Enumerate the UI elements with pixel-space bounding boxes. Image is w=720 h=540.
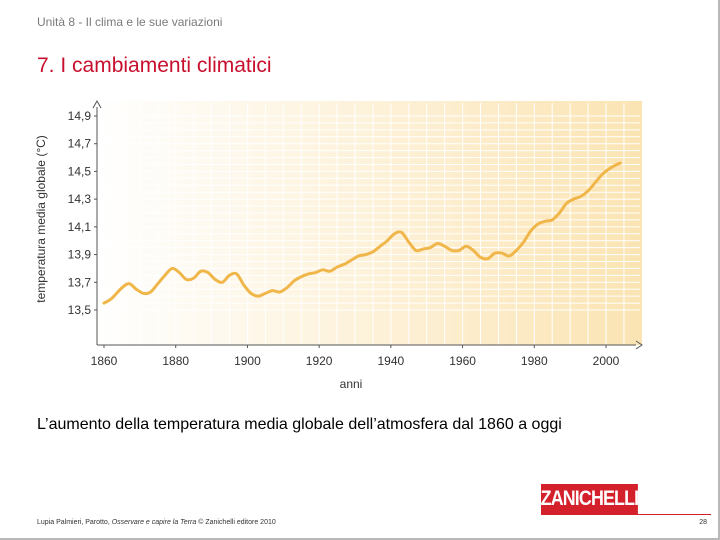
y-axis-title: temperatura media globale (°C) <box>34 135 48 303</box>
y-tick-label: 14,1 <box>68 220 92 234</box>
logo-underline <box>541 514 711 515</box>
y-tick-label: 13,5 <box>68 303 92 317</box>
zanichelli-logo: ZANICHELLI <box>541 484 639 514</box>
slide-caption: L’aumento della temperatura media global… <box>37 416 562 433</box>
y-tick-label: 14,9 <box>68 109 92 123</box>
temperature-chart: 14,9 14,7 14,5 14,3 14,1 13,9 13,7 13,5 1860 1880… <box>34 99 643 391</box>
x-axis-arrow <box>635 340 643 350</box>
credit-book-title: Osservare e capire la Terra <box>111 519 197 526</box>
x-tick-label: 1940 <box>378 354 405 368</box>
x-tick-label: 1880 <box>162 354 189 368</box>
x-tick-label: 1920 <box>306 354 333 368</box>
y-tick-label: 14,7 <box>68 137 92 151</box>
footer-credit: Lupia Palmieri, Parotto, Osservare e cap… <box>37 519 276 526</box>
slide-title: 7. I cambiamenti climatici <box>37 54 272 77</box>
x-tick-label: 1980 <box>521 354 548 368</box>
plot-background <box>97 101 642 345</box>
credit-publisher: © Zanichelli editore 2010 <box>196 519 276 526</box>
y-axis-arrow <box>92 99 102 109</box>
x-tick-label: 1960 <box>449 354 476 368</box>
x-tick-label: 1860 <box>91 354 118 368</box>
y-tick-label: 14,5 <box>68 164 92 178</box>
x-tick-label: 1900 <box>234 354 261 368</box>
page-number: 28 <box>699 519 707 526</box>
credit-authors: Lupia Palmieri, Parotto, <box>37 519 112 526</box>
y-tick-label: 13,7 <box>68 275 92 289</box>
y-tick-label: 13,9 <box>68 248 92 262</box>
temperature-series-line <box>102 161 622 305</box>
y-tick-label: 14,3 <box>68 192 92 206</box>
unit-header: Unità 8 - Il clima e le sue variazioni <box>37 15 223 29</box>
x-axis-title: anni <box>340 377 363 391</box>
x-tick-label: 2000 <box>593 354 620 368</box>
